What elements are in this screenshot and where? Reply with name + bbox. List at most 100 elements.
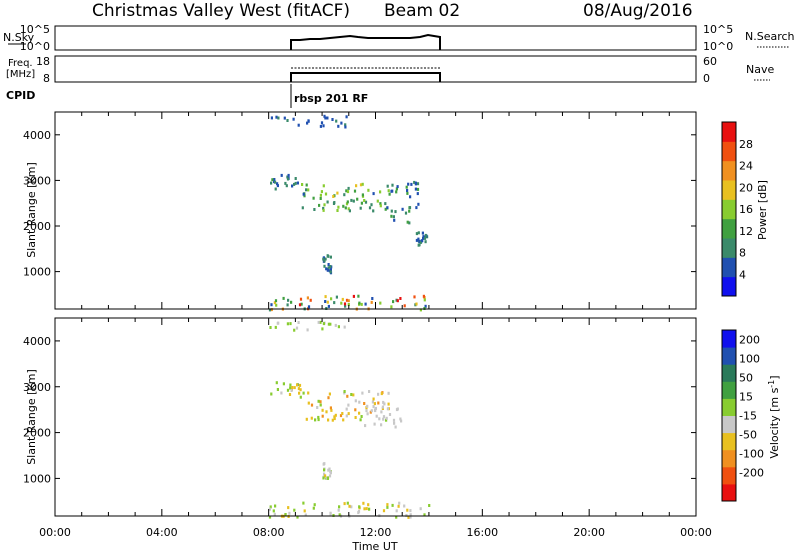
data-cell [419,240,423,244]
data-cell [302,192,305,196]
data-cell [377,401,380,405]
data-cell [289,322,292,326]
data-cell [275,381,278,385]
data-cell [408,209,411,213]
colorbar-swatch [722,483,736,502]
data-cell [309,298,312,302]
data-cell [270,303,273,307]
colorbar-swatch [722,347,736,365]
data-cell [307,188,310,192]
colorbar-swatch [722,276,736,297]
data-cell [325,410,328,414]
data-cell [288,511,291,515]
data-cell [372,209,375,213]
data-cell [377,392,380,396]
data-cell [319,400,322,404]
data-cell [395,187,398,191]
data-cell [269,326,272,329]
data-cell [331,418,334,422]
data-cell [390,214,393,218]
data-cell [421,239,424,243]
data-cell [388,413,392,416]
data-cell [268,507,271,511]
velocity-colorbar: 200 100 50 15 -15 -50 -100 -200 [721,329,764,502]
data-cell [284,181,287,185]
colorbar-tick-label: -100 [739,448,764,461]
data-cell [413,295,416,299]
data-cell [280,391,283,395]
beam-label: Beam 02 [384,1,460,21]
nsky-tick-bottom: 10^0 [20,40,50,53]
data-cell [399,417,402,421]
data-cell [361,193,364,197]
power-colorbar: 28 24 20 16 12 8 4 [721,121,753,297]
data-cell [271,178,274,182]
data-cell [298,383,302,387]
data-cell [373,402,376,406]
data-cell [327,266,330,270]
data-cell [363,199,366,202]
data-cell [358,400,361,404]
data-cell [321,327,324,331]
data-cell [344,304,347,308]
data-cell [396,185,399,189]
data-cell [399,297,402,300]
data-cell [370,300,373,304]
y-tick-label: 2000 [23,220,51,233]
data-cell [357,294,360,298]
time-axis-labels: 00:00 04:00 08:00 12:00 16:00 20:00 00:00 [39,526,712,539]
data-cell [328,467,331,471]
data-cell [273,512,276,516]
data-cell [350,505,353,509]
data-cell [270,392,273,396]
data-cell [282,296,285,300]
time-axis-label: Time UT [351,540,397,553]
data-cell [322,184,325,188]
freq-tick-top: 18 [36,55,50,68]
data-cell [330,408,333,412]
data-cell [384,202,387,206]
data-cell [327,254,330,258]
data-cell [406,191,409,195]
colorbar-swatch [722,415,736,434]
data-cell [345,414,348,418]
data-cell [296,515,299,519]
time-tick-label: 20:00 [573,526,605,539]
data-cell [424,304,427,308]
freq-panel: Freq. [MHz] 18 8 60 0 Nave [6,55,774,85]
data-cell [301,183,304,186]
data-cell [387,391,390,395]
data-cell [323,264,326,268]
data-cell [337,124,340,128]
nsky-label: N.Sky [3,31,35,44]
data-cell [329,406,332,410]
data-cell [364,424,367,428]
data-cell [358,411,361,415]
data-cell [403,504,406,508]
data-cell [297,387,300,391]
freq-frame [54,55,697,83]
data-cell [347,299,350,303]
data-cell [373,422,376,426]
data-cell [374,409,377,413]
data-cell [290,389,293,392]
freq-trace [290,72,441,82]
colorbar-tick-label: -15 [739,410,757,423]
data-cell [286,388,290,392]
velocity-y-ticks: 4000 3000 2000 1000 [23,335,696,485]
data-cell [345,115,348,119]
y-tick-label: 3000 [23,174,51,187]
nsky-trace [290,33,441,50]
nsky-panel: N.Sky 10^5 10^0 10^5 10^0 N.Search [3,23,795,53]
data-cell [333,417,336,421]
data-cell [337,205,340,209]
data-cell [327,263,330,266]
data-cell [422,294,425,298]
data-cell [363,402,366,405]
data-cell [381,405,384,409]
data-cell [298,391,301,395]
data-cell [404,211,408,215]
data-cell [371,400,374,404]
data-cell [358,301,361,305]
data-cell [379,202,382,206]
